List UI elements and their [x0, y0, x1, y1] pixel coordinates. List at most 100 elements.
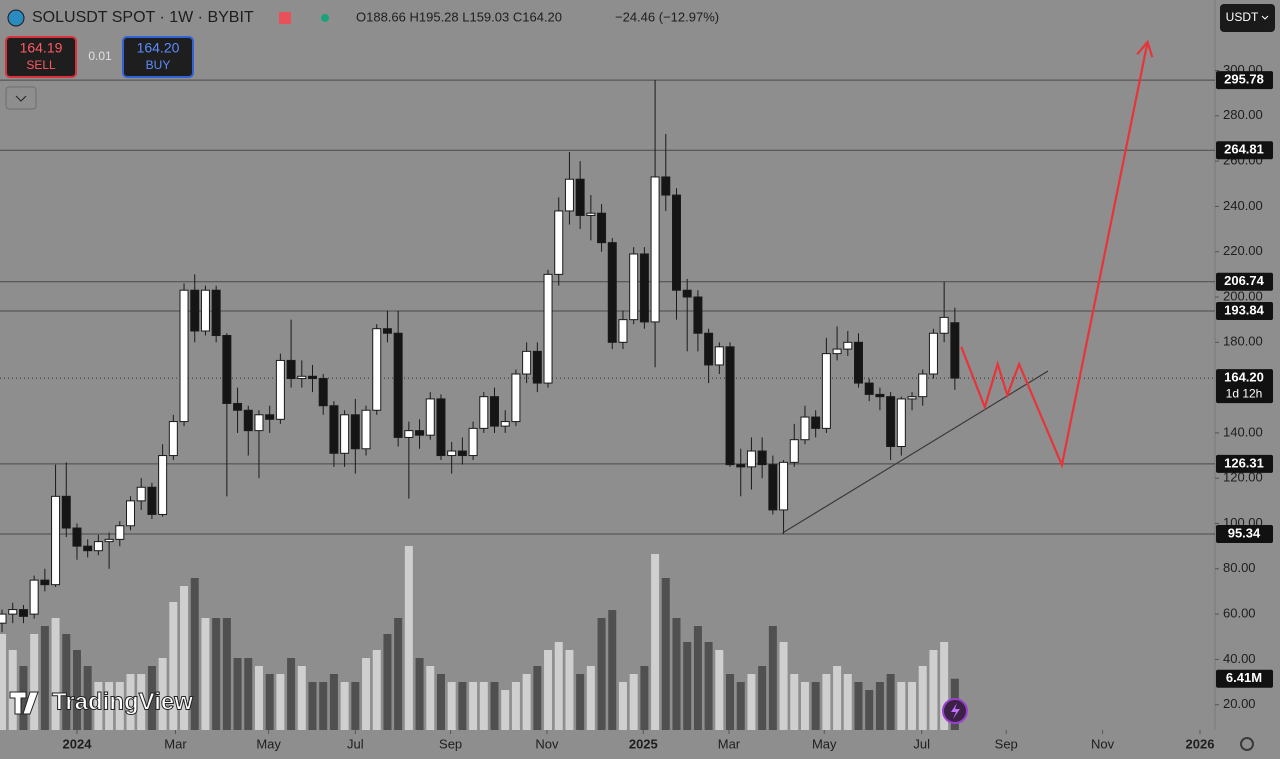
candle-body: [265, 414, 275, 420]
y-tick-label: 220.00: [1223, 243, 1263, 258]
volume-bar: [244, 658, 253, 730]
volume-bar: [875, 682, 884, 730]
volume-bar: [180, 586, 189, 730]
candle-body: [543, 273, 553, 384]
volume-bar: [0, 634, 7, 730]
candle-body: [522, 350, 532, 375]
logo-icon: [9, 691, 39, 715]
volume-bar: [383, 634, 392, 730]
candle-body: [0, 613, 7, 624]
y-tick-label: 140.00: [1223, 424, 1263, 439]
volume-bar: [105, 682, 114, 730]
change-text: −24.46 (−12.97%): [615, 9, 719, 24]
x-tick-label: Nov: [535, 736, 559, 751]
volume-bar: [276, 674, 285, 730]
volume-bar: [672, 618, 681, 730]
buy-button[interactable]: 164.20 BUY: [122, 36, 194, 78]
candle-body: [564, 178, 574, 212]
candle-body: [671, 194, 681, 291]
candle-body: [318, 378, 328, 407]
volume-bar: [533, 666, 542, 730]
volume-bar: [747, 674, 756, 730]
currency-button[interactable]: USDT: [1220, 4, 1275, 32]
candle-body: [147, 486, 157, 515]
volume-bar: [833, 666, 842, 730]
sell-button[interactable]: 164.19 SELL: [5, 36, 77, 78]
candle-body: [511, 373, 521, 423]
volume-bar: [779, 642, 788, 730]
candle-body: [714, 346, 724, 366]
volume-bar: [597, 618, 606, 730]
volume-bar: [287, 658, 296, 730]
candle-body: [382, 328, 392, 334]
level-label-box: [1216, 71, 1273, 90]
candle-body: [693, 296, 703, 334]
candle-body: [725, 346, 735, 466]
candle-body: [800, 416, 810, 441]
candle-body: [404, 430, 414, 438]
volume-bar: [811, 682, 820, 730]
candle-body: [950, 322, 960, 379]
candle-body: [93, 541, 103, 552]
candle-body: [29, 579, 39, 615]
candle-body: [650, 176, 660, 323]
settings-button[interactable]: [1240, 737, 1254, 751]
candle-body: [468, 427, 478, 457]
volume-bar: [308, 682, 317, 730]
candle-body: [83, 545, 93, 552]
candle-body: [436, 398, 446, 457]
candle-body: [350, 414, 360, 450]
candle-body: [40, 579, 50, 586]
volume-bar: [426, 666, 435, 730]
alert-icon[interactable]: [942, 698, 968, 724]
volume-bar: [83, 666, 92, 730]
x-tick-label: Mar: [164, 736, 187, 751]
volume-bar: [693, 626, 702, 730]
last-price-label: 164.20: [1224, 370, 1264, 385]
volume-bar: [608, 610, 617, 730]
candle-body: [340, 414, 350, 454]
last-volume-label: 6.41M: [1226, 670, 1262, 685]
volume-bar: [522, 674, 531, 730]
countdown-label: 1d 12h: [1226, 386, 1263, 400]
y-tick-label: 240.00: [1223, 198, 1263, 213]
x-tick-label: May: [256, 736, 281, 751]
candle-body: [372, 328, 382, 411]
volume-bar: [726, 674, 735, 730]
candle-body: [736, 464, 746, 468]
volume-bar: [404, 546, 413, 730]
volume-bar: [544, 650, 553, 730]
volume-bar: [736, 682, 745, 730]
x-tick-label: Nov: [1091, 736, 1115, 751]
volume-bar: [790, 674, 799, 730]
x-tick-label: 2024: [63, 736, 93, 751]
volume-bar: [340, 682, 349, 730]
volume-bar: [351, 682, 360, 730]
level-label-box: [1216, 454, 1273, 473]
candle-body: [18, 609, 28, 617]
volume-bar: [415, 658, 424, 730]
volume-bar: [886, 674, 895, 730]
volume-bar: [297, 666, 306, 730]
level-label: 193.84: [1224, 302, 1265, 317]
volume-bar: [137, 674, 146, 730]
candle-body: [190, 289, 200, 332]
candle-body: [886, 396, 896, 447]
collapse-button[interactable]: [5, 86, 37, 110]
volume-bar: [72, 650, 81, 730]
currency-label: USDT: [1226, 10, 1259, 24]
sell-label: SELL: [26, 58, 56, 72]
trendline: [782, 370, 1049, 534]
volume-bar: [329, 674, 338, 730]
volume-bar: [458, 682, 467, 730]
volume-bar: [94, 682, 103, 730]
candle-body: [907, 396, 917, 400]
volume-bar: [822, 674, 831, 730]
volume-bar: [618, 682, 627, 730]
candle-body: [297, 375, 307, 380]
collapse-icon: [15, 95, 27, 102]
level-label-box: [1216, 301, 1273, 320]
header-bg: [0, 0, 760, 34]
candle-body: [308, 375, 318, 380]
volume-bar: [436, 674, 445, 730]
